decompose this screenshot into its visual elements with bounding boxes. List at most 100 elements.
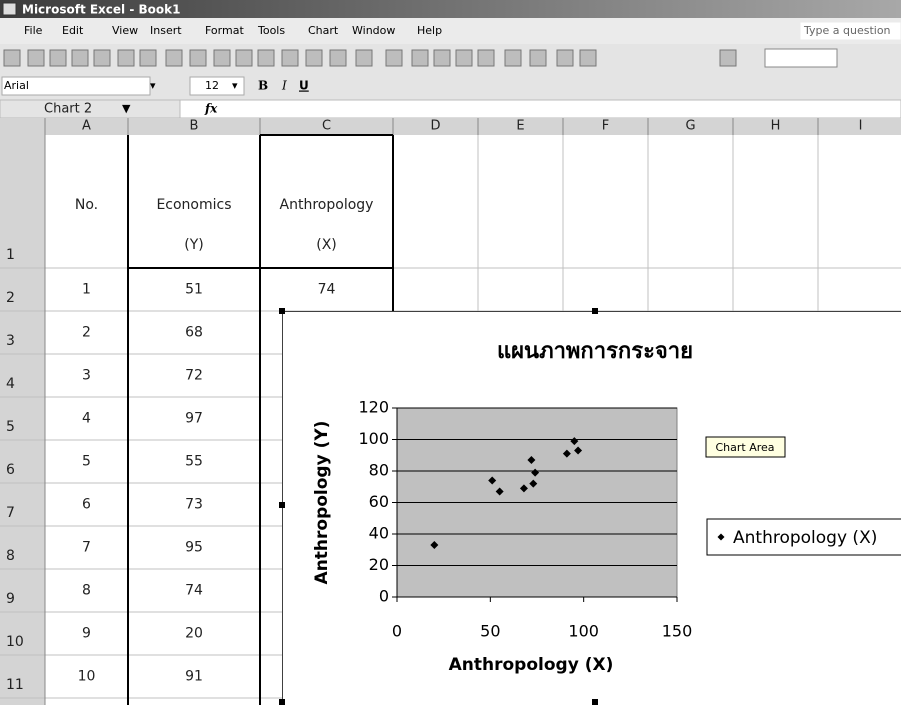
menu-item[interactable]: Help bbox=[417, 24, 442, 37]
x-tick-label: 50 bbox=[480, 622, 500, 641]
toolbar-button[interactable] bbox=[385, 49, 403, 67]
menu-item[interactable]: Chart bbox=[308, 24, 339, 37]
toolbar-button[interactable] bbox=[189, 49, 207, 67]
selection-handles bbox=[279, 308, 598, 705]
resize-handle[interactable] bbox=[279, 502, 285, 508]
toolbar-button[interactable] bbox=[504, 49, 522, 67]
menu-item[interactable]: Window bbox=[352, 24, 395, 37]
row-header: 10 bbox=[6, 634, 24, 650]
legend-label: Anthropology (X) bbox=[733, 528, 877, 548]
menu-item[interactable]: File bbox=[24, 24, 43, 37]
underline-button[interactable]: U bbox=[299, 79, 309, 93]
toolbar-button[interactable] bbox=[305, 49, 323, 67]
size-box[interactable] bbox=[189, 76, 245, 96]
cell: 97 bbox=[185, 411, 203, 427]
name-box-text: Chart 2 bbox=[44, 102, 92, 117]
menu-bar bbox=[0, 18, 901, 44]
toolbar-button[interactable] bbox=[329, 49, 347, 67]
toolbar-button[interactable] bbox=[49, 49, 67, 67]
italic-button[interactable]: I bbox=[281, 79, 287, 93]
column-header: D bbox=[430, 119, 440, 134]
y-tick-label: 80 bbox=[369, 461, 389, 480]
header-cell: (X) bbox=[316, 237, 337, 253]
toolbar-button[interactable] bbox=[71, 49, 89, 67]
row-header-bar bbox=[0, 135, 45, 705]
chart[interactable]: แผนภาพการกระจาย 0 20 40 60 80 100 120 0 50 100 150 A… bbox=[282, 311, 901, 705]
toolbar-button[interactable] bbox=[355, 49, 373, 67]
toolbar-button[interactable] bbox=[556, 49, 574, 67]
scatter-point bbox=[527, 455, 536, 464]
menu-item[interactable]: Insert bbox=[150, 24, 182, 37]
cell: 7 bbox=[82, 540, 91, 556]
scatter-point bbox=[574, 446, 583, 455]
y-tick-label: 120 bbox=[358, 398, 389, 417]
font-size: 12 bbox=[205, 79, 219, 92]
toolbar-button[interactable] bbox=[117, 49, 135, 67]
toolbar-button[interactable] bbox=[455, 49, 473, 67]
zoom-box[interactable] bbox=[764, 48, 838, 68]
window-title: Microsoft Excel - Book1 bbox=[22, 3, 180, 17]
resize-handle[interactable] bbox=[592, 699, 598, 705]
tooltip-text: Chart Area bbox=[715, 441, 774, 454]
scatter-point bbox=[488, 476, 497, 485]
function-button[interactable]: fx bbox=[204, 102, 218, 116]
header-cell: Anthropology bbox=[280, 197, 374, 213]
toolbar-button[interactable] bbox=[433, 49, 451, 67]
cell: 9 bbox=[82, 626, 91, 642]
menu-item[interactable]: Edit bbox=[62, 24, 84, 37]
resize-handle[interactable] bbox=[592, 308, 598, 314]
header-cell: Economics bbox=[156, 197, 231, 213]
column-header: H bbox=[771, 119, 781, 134]
dropdown-arrow[interactable]: ▾ bbox=[150, 79, 156, 92]
toolbar-button[interactable] bbox=[235, 49, 253, 67]
toolbar-button[interactable] bbox=[281, 49, 299, 67]
resize-handle[interactable] bbox=[279, 699, 285, 705]
toolbar-button[interactable] bbox=[719, 49, 737, 67]
toolbar-button[interactable] bbox=[93, 49, 111, 67]
resize-handle[interactable] bbox=[279, 308, 285, 314]
header-cell: (Y) bbox=[184, 237, 203, 253]
header-cell: No. bbox=[75, 197, 98, 213]
y-tick-label: 20 bbox=[369, 555, 389, 574]
toolbar-button[interactable] bbox=[165, 49, 183, 67]
toolbar-button[interactable] bbox=[411, 49, 429, 67]
toolbar-button[interactable] bbox=[27, 49, 45, 67]
row-header: 9 bbox=[6, 591, 15, 607]
cell: 55 bbox=[185, 454, 203, 470]
toolbar-button[interactable] bbox=[213, 49, 231, 67]
tooltip bbox=[705, 436, 786, 458]
toolbar-button[interactable] bbox=[3, 49, 21, 67]
row-header: 1 bbox=[6, 247, 15, 263]
bold-button[interactable]: B bbox=[258, 79, 268, 93]
font-box[interactable] bbox=[1, 76, 151, 96]
cell: 2 bbox=[82, 325, 91, 341]
cell: 8 bbox=[82, 583, 91, 599]
menu-item[interactable]: View bbox=[112, 24, 138, 37]
x-axis-label: Anthropology (X) bbox=[449, 655, 614, 675]
y-tick-label: 60 bbox=[369, 492, 389, 511]
cell: 10 bbox=[78, 669, 96, 685]
app-icon bbox=[2, 2, 17, 16]
cell: 72 bbox=[185, 368, 203, 384]
toolbar-button[interactable] bbox=[139, 49, 157, 67]
help-box[interactable] bbox=[799, 21, 901, 41]
legend-marker bbox=[717, 533, 725, 541]
menu: File Edit View Insert Format Tools Chart Window… bbox=[24, 24, 442, 37]
dropdown-arrow[interactable]: ▼ bbox=[122, 102, 131, 115]
y-tick-label: 40 bbox=[369, 524, 389, 543]
menu-item[interactable]: Format bbox=[205, 24, 244, 37]
menu-item[interactable]: Tools bbox=[257, 24, 285, 37]
scatter-point bbox=[495, 487, 504, 496]
column-header: G bbox=[685, 119, 695, 134]
row-header: 8 bbox=[6, 548, 15, 564]
toolbar-button[interactable] bbox=[257, 49, 275, 67]
cell: 95 bbox=[185, 540, 203, 556]
toolbar-button[interactable] bbox=[477, 49, 495, 67]
dropdown-arrow[interactable]: ▾ bbox=[232, 79, 238, 92]
column-header-bar bbox=[0, 118, 901, 135]
toolbar-button[interactable] bbox=[579, 49, 597, 67]
scatter-point bbox=[531, 468, 540, 477]
column-header: F bbox=[602, 119, 609, 134]
toolbar-button[interactable] bbox=[529, 49, 547, 67]
x-tick-label: 0 bbox=[392, 622, 402, 641]
